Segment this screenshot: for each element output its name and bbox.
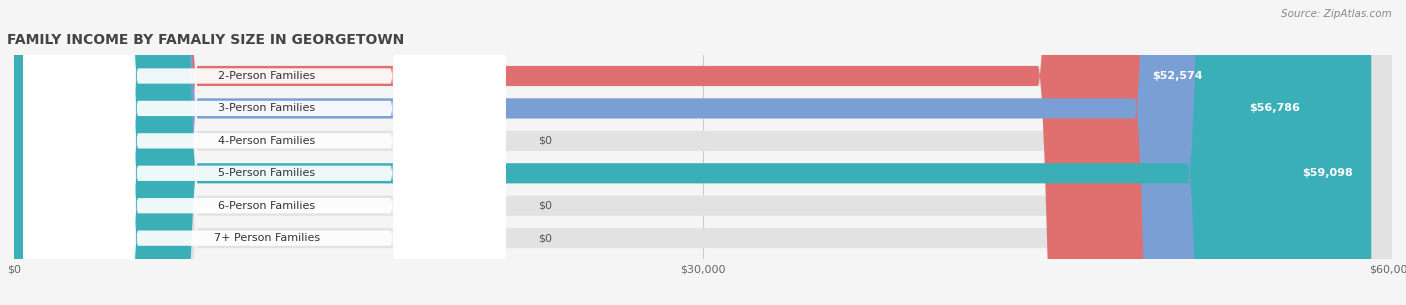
- Text: 4-Person Families: 4-Person Families: [218, 136, 315, 146]
- FancyBboxPatch shape: [24, 0, 506, 305]
- Text: $0: $0: [537, 233, 551, 243]
- FancyBboxPatch shape: [14, 0, 1371, 305]
- Text: 7+ Person Families: 7+ Person Families: [214, 233, 319, 243]
- FancyBboxPatch shape: [24, 0, 506, 305]
- Text: $56,786: $56,786: [1249, 103, 1299, 113]
- FancyBboxPatch shape: [14, 0, 1319, 305]
- Text: 2-Person Families: 2-Person Families: [218, 71, 315, 81]
- Text: $0: $0: [537, 136, 551, 146]
- FancyBboxPatch shape: [14, 0, 1392, 305]
- Text: Source: ZipAtlas.com: Source: ZipAtlas.com: [1281, 9, 1392, 19]
- FancyBboxPatch shape: [24, 0, 506, 305]
- FancyBboxPatch shape: [14, 0, 1392, 305]
- FancyBboxPatch shape: [14, 0, 1392, 305]
- FancyBboxPatch shape: [24, 0, 506, 305]
- FancyBboxPatch shape: [14, 0, 1392, 305]
- FancyBboxPatch shape: [24, 0, 506, 305]
- FancyBboxPatch shape: [14, 0, 1392, 305]
- Text: $0: $0: [537, 201, 551, 211]
- Text: 6-Person Families: 6-Person Families: [218, 201, 315, 211]
- FancyBboxPatch shape: [14, 0, 1392, 305]
- FancyBboxPatch shape: [24, 0, 506, 305]
- FancyBboxPatch shape: [14, 0, 1222, 305]
- Text: 3-Person Families: 3-Person Families: [218, 103, 315, 113]
- Text: $52,574: $52,574: [1153, 71, 1204, 81]
- Text: $59,098: $59,098: [1302, 168, 1353, 178]
- Text: 5-Person Families: 5-Person Families: [218, 168, 315, 178]
- Text: FAMILY INCOME BY FAMALIY SIZE IN GEORGETOWN: FAMILY INCOME BY FAMALIY SIZE IN GEORGET…: [7, 33, 405, 47]
